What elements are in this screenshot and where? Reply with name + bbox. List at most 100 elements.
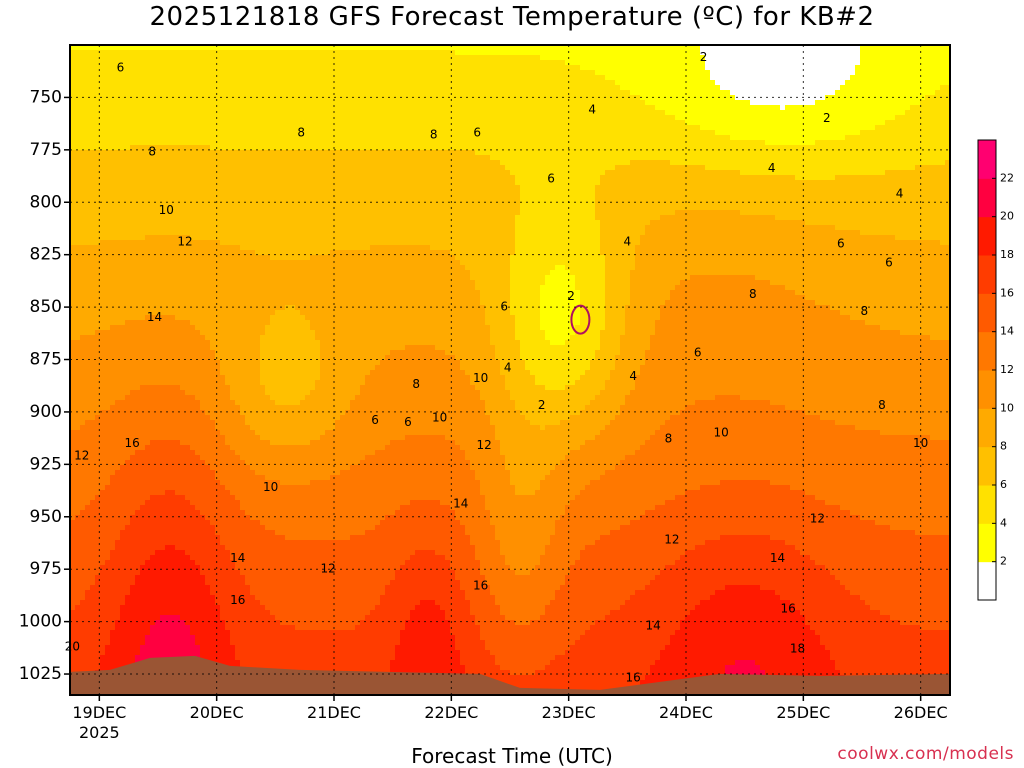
contour-label: 12 <box>177 235 192 249</box>
contour-label: 6 <box>404 415 412 429</box>
colorbar-label: 18 <box>1000 248 1014 261</box>
colorbar-swatch <box>978 293 996 332</box>
y-tick-label: 775 <box>30 140 62 160</box>
colorbar-label: 4 <box>1000 516 1007 529</box>
colorbar-swatch <box>978 485 996 524</box>
contour-label: 6 <box>371 413 379 427</box>
contour-label: 4 <box>504 360 512 374</box>
colorbar-label: 8 <box>1000 440 1007 453</box>
x-tick-label: 26DEC <box>894 703 948 722</box>
colorbar-swatch <box>978 370 996 409</box>
contour-label: 2 <box>538 398 546 412</box>
contour-label: 6 <box>117 61 125 75</box>
colorbar-swatch <box>978 447 996 486</box>
y-axis: 750 775 800 825 850 875 900 925 950 975 1000 1025 <box>19 87 70 684</box>
contour-label: 2 <box>567 289 575 303</box>
contour-label: 14 <box>230 551 245 565</box>
contour-label: 12 <box>810 511 825 525</box>
contour-label: 8 <box>665 432 673 446</box>
x-tick-label: 20DEC <box>190 703 244 722</box>
contour-label: 18 <box>790 641 805 655</box>
colorbar-label: 20 <box>1000 210 1014 223</box>
colorbar-label: 22 <box>1000 171 1014 184</box>
y-tick-label: 800 <box>30 192 62 212</box>
colorbar-swatch <box>978 408 996 447</box>
contour-label: 20 <box>65 639 80 653</box>
contour-label: 16 <box>626 671 641 685</box>
contour-label: 4 <box>768 161 776 175</box>
x-tick-year: 2025 <box>79 723 120 742</box>
contour-label: 8 <box>148 144 156 158</box>
colorbar-swatch <box>978 562 996 601</box>
contour-label: 10 <box>263 480 278 494</box>
contour-label: 8 <box>430 128 438 142</box>
contour-label: 12 <box>477 438 492 452</box>
contour-label: 2 <box>823 111 831 125</box>
y-tick-label: 1000 <box>19 612 62 632</box>
colorbar-label: 12 <box>1000 363 1014 376</box>
contour-label: 4 <box>588 103 596 117</box>
contour-label: 10 <box>913 436 928 450</box>
contour-label: 6 <box>500 300 508 314</box>
y-tick-label: 975 <box>30 559 62 579</box>
y-tick-label: 850 <box>30 297 62 317</box>
contour-label: 12 <box>664 532 679 546</box>
contour-label: 16 <box>473 578 488 592</box>
contour-label: 12 <box>320 562 335 576</box>
colorbar-swatch <box>978 178 996 217</box>
contour-label: 14 <box>646 618 661 632</box>
colorbar-label: 10 <box>1000 401 1014 414</box>
y-tick-label: 750 <box>30 87 62 107</box>
y-tick-label: 875 <box>30 350 62 370</box>
contour-label: 16 <box>780 602 795 616</box>
contour-label: 10 <box>159 203 174 217</box>
x-tick-label: 19DEC <box>72 703 126 722</box>
colorbar-swatch <box>978 523 996 562</box>
x-axis: 19DEC 20DEC 21DEC 22DEC 23DEC 24DEC 25DEC 26DEC… <box>72 695 947 742</box>
contour-label: 14 <box>147 310 162 324</box>
colorbar-swatch <box>978 255 996 294</box>
contour-label: 6 <box>837 237 845 251</box>
colorbar-swatch <box>978 217 996 256</box>
x-tick-label: 22DEC <box>424 703 478 722</box>
x-tick-label: 25DEC <box>776 703 830 722</box>
contour-label: 6 <box>694 346 702 360</box>
colorbar-label: 16 <box>1000 286 1014 299</box>
x-tick-label: 23DEC <box>542 703 596 722</box>
contour-label: 16 <box>125 436 140 450</box>
contour-label: 4 <box>629 369 637 383</box>
credit-link[interactable]: coolwx.com/models <box>837 744 1014 764</box>
y-tick-label: 1025 <box>19 664 62 684</box>
y-tick-label: 825 <box>30 245 62 265</box>
contour-label: 8 <box>749 287 757 301</box>
contour-label: 2 <box>700 50 708 64</box>
colorbar-swatch <box>978 140 996 179</box>
colorbar-legend: 2 4 6 8 10 12 14 16 18 20 22 <box>978 140 1014 601</box>
contour-label: 6 <box>473 126 481 140</box>
contour-label: 8 <box>412 377 420 391</box>
contour-label: 6 <box>885 256 893 270</box>
contour-label: 10 <box>473 371 488 385</box>
contour-label: 8 <box>861 304 869 318</box>
x-tick-label: 21DEC <box>307 703 361 722</box>
contour-label: 8 <box>878 398 886 412</box>
colorbar-swatch <box>978 332 996 371</box>
contour-label: 12 <box>74 448 89 462</box>
y-tick-label: 900 <box>30 402 62 422</box>
contour-label: 14 <box>453 497 468 511</box>
contour-label: 8 <box>297 126 305 140</box>
colorbar-label: 14 <box>1000 325 1014 338</box>
y-tick-label: 925 <box>30 454 62 474</box>
colorbar-label: 2 <box>1000 555 1007 568</box>
colorbar-label: 6 <box>1000 478 1007 491</box>
contour-label: 4 <box>624 235 632 249</box>
contour-label: 10 <box>432 411 447 425</box>
contour-label: 6 <box>547 172 555 186</box>
contour-label: 10 <box>714 425 729 439</box>
contour-label: 16 <box>230 593 245 607</box>
contour-label: 4 <box>896 186 904 200</box>
y-tick-label: 950 <box>30 507 62 527</box>
contour-label: 14 <box>770 551 785 565</box>
x-tick-label: 24DEC <box>659 703 713 722</box>
